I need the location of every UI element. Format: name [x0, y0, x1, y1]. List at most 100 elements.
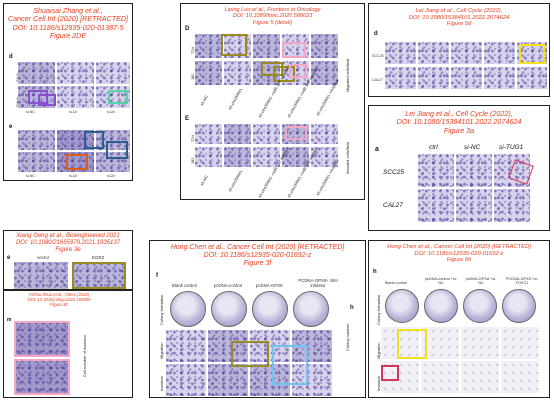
micrograph — [282, 147, 309, 167]
caption-line: Figure 3a — [443, 125, 475, 135]
colony-dish — [385, 289, 419, 323]
highlight-box-orange — [66, 154, 88, 170]
row-label: SCC25 — [372, 54, 384, 58]
caption-line: Figure 6h — [446, 257, 472, 264]
figure-letter-d: D — [185, 26, 190, 32]
colony-dish — [170, 291, 206, 327]
figure-letter: e — [7, 255, 11, 261]
micrograph — [381, 327, 419, 359]
caption-line: DOI: 10.1186/s12935-020-01692-z — [414, 250, 504, 257]
figure-letter-e: e — [9, 124, 13, 130]
figure-letter-d: d — [9, 54, 13, 60]
micrograph — [494, 154, 530, 187]
caption-geng: Xiang Geng et al., Bioengineered 2021 DO… — [4, 233, 132, 254]
row-label: Invasion — [159, 376, 164, 391]
micrograph — [195, 147, 222, 167]
side-label: Colony number — [345, 323, 350, 351]
column-label: si-NC — [26, 174, 35, 178]
micrograph — [456, 189, 492, 222]
caption-jiang-5d: Lei Jiang et al., Cell Cycle (2022), DOI… — [369, 8, 549, 28]
caption-line: Figure 2DE — [49, 30, 87, 40]
micrograph — [456, 154, 492, 187]
micrograph — [195, 124, 222, 144]
micrograph — [421, 361, 459, 393]
caption-line: Hong Chen et al., Cancer Cell Int (2020)… — [170, 244, 345, 251]
row-label: Migration — [159, 342, 164, 359]
micrograph — [421, 327, 459, 359]
caption-line: DOI: 10.1186/s12935-020-01387-5 — [12, 22, 124, 32]
panel-jiang-3a: Lei Jiang et al., Cell Cycle (2022), DOI… — [368, 105, 550, 231]
micrograph — [166, 364, 206, 396]
micrograph — [253, 34, 280, 58]
highlight-box-pink — [289, 64, 307, 78]
micrograph — [311, 34, 338, 58]
micrograph — [501, 327, 539, 359]
panel-chen-6h: Hong Chen et al., Cancer Cell Int (2020)… — [368, 240, 550, 398]
highlight-box-pink — [282, 42, 306, 58]
colony-dish — [424, 289, 458, 323]
micrograph — [18, 130, 55, 150]
caption-zhou: Yizhou Zhou et al., Oltero (2022) DOI: 1… — [4, 292, 114, 307]
column-label: pcDNA-GPX8 — [256, 283, 283, 288]
micrograph — [501, 361, 539, 393]
micrograph — [224, 147, 251, 167]
column-label: PCDNA-GPX8 +si-FOXC1 — [506, 277, 538, 285]
micrograph — [484, 42, 515, 64]
micrograph — [250, 364, 290, 396]
caption-line: DOI: 10.3389/fonc.2020.588623 — [232, 13, 313, 20]
highlight-box-olive — [72, 262, 126, 289]
panel-zhang-2020: Shuaisai Zhang et al., Cancer Cell Int (… — [3, 3, 133, 181]
column-label: si-NC — [26, 110, 35, 114]
column-label: sh-circZFR#1 — [227, 169, 244, 193]
caption-line: Figure 5 (detail) — [252, 19, 293, 26]
micrograph — [224, 124, 251, 144]
side-label: Migrated cells/field — [345, 58, 350, 92]
side-label: Cell number of invasion — [82, 335, 87, 377]
caption-zhang: Shuaisai Zhang et al., Cancer Cell Int (… — [4, 6, 132, 40]
micrograph — [517, 42, 547, 64]
highlight-box-olive — [273, 66, 295, 82]
column-label: sh-NC — [199, 94, 210, 107]
highlight-box-teal — [108, 90, 128, 104]
colony-dish — [211, 291, 247, 327]
micrograph — [18, 62, 55, 84]
micrograph — [517, 67, 547, 89]
highlight-box-olive — [261, 62, 283, 76]
micrograph — [418, 42, 449, 64]
micrograph — [195, 34, 222, 58]
caption-line: Xiang Geng et al., Bioengineered 2021 — [16, 233, 120, 239]
micrograph — [208, 330, 248, 362]
caption-line: Shuaisai Zhang et al., — [33, 6, 103, 15]
highlight-box-pink — [14, 321, 70, 357]
micrograph — [418, 189, 454, 222]
caption-line: Cancer Cell Int (2020) [RETRACTED] — [7, 14, 129, 24]
figure-letter: h — [373, 269, 377, 275]
micrograph — [57, 86, 94, 108]
highlight-box-lightblue — [272, 345, 308, 385]
column-label: si-NC — [464, 144, 481, 151]
caption-line: Figure 5d — [446, 21, 472, 28]
panel-luo-2020: Liping Luo et al., Frontiers in Oncology… — [180, 3, 365, 200]
figure-letter-e: E — [185, 116, 190, 122]
row-label: CAL27 — [372, 78, 383, 82]
micrograph — [253, 147, 280, 167]
caption-jiang-3a: Lei Jiang et al., Cell Cycle (2022), DOI… — [369, 109, 549, 135]
column-label: Blank control — [172, 283, 197, 288]
micrograph — [96, 130, 130, 150]
column-label: pcDNA-control — [214, 283, 242, 288]
colony-dish — [252, 291, 288, 327]
micrograph — [253, 124, 280, 144]
caption-line: DOI: 10.1016/j.oltop.2022.100089 — [27, 296, 91, 302]
micrograph — [461, 361, 499, 393]
column-label: sh-circZFR#1 — [227, 87, 244, 111]
column-label: pcDNA-GPX8 +si-NC — [465, 277, 497, 285]
micrograph — [451, 67, 482, 89]
micrograph — [14, 262, 68, 289]
column-label: Blank control — [385, 281, 407, 285]
micrograph — [484, 67, 515, 89]
micrograph — [72, 262, 126, 289]
column-label: EGR2 — [92, 255, 105, 260]
caption-chen-3f: Hong Chen et al., Cancer Cell Int (2020)… — [150, 244, 365, 268]
row-label: Colony formation — [159, 294, 164, 325]
micrograph — [385, 42, 416, 64]
